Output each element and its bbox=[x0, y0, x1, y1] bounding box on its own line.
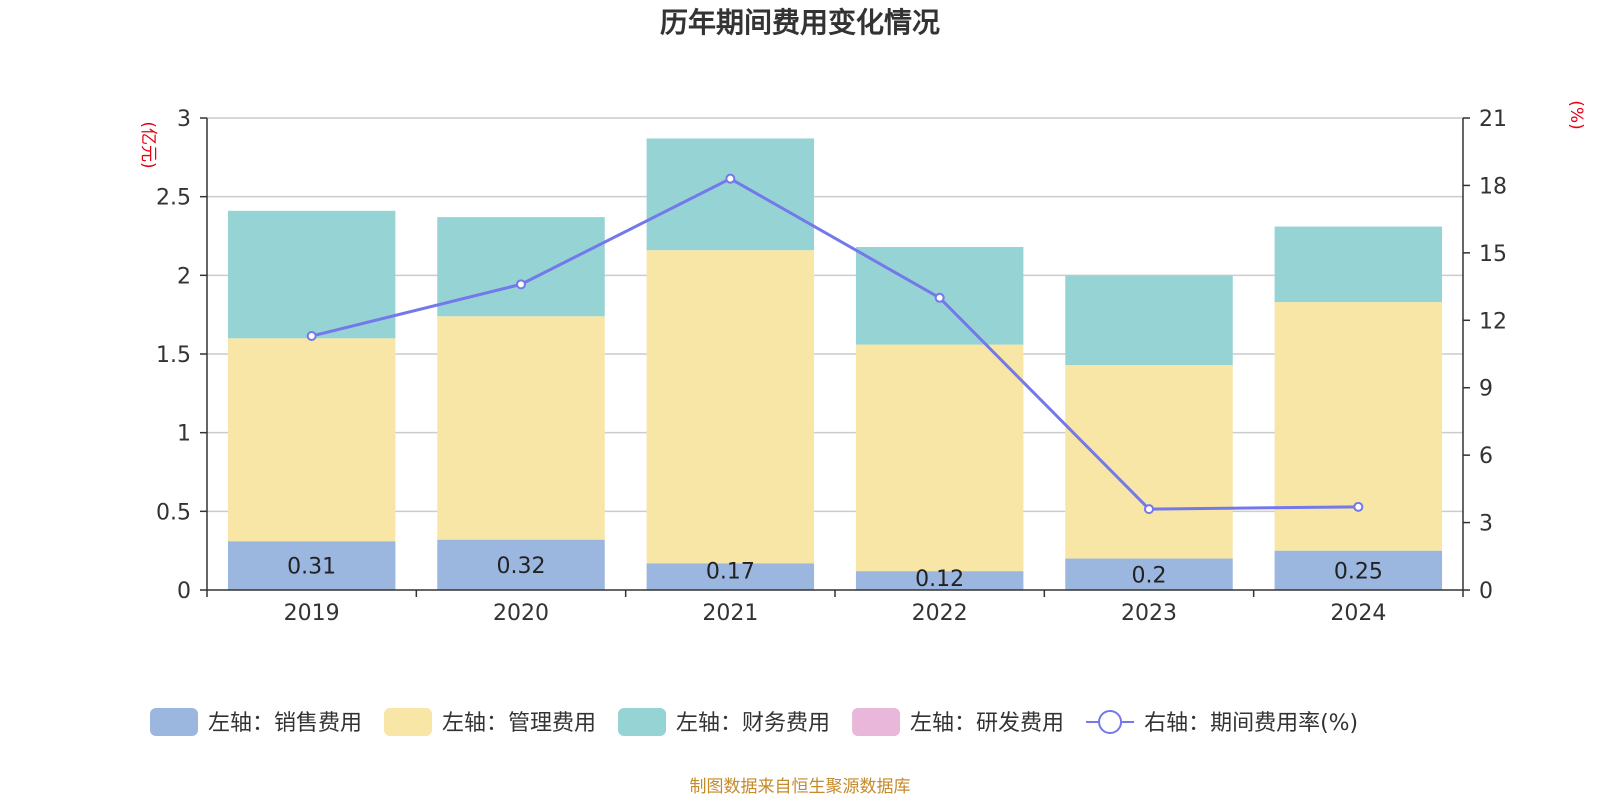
x-axis-tick-label: 2021 bbox=[702, 601, 758, 626]
bar-segment bbox=[646, 250, 815, 564]
legend-label: 左轴：财务费用 bbox=[676, 711, 830, 736]
left-axis-tick-label: 0.5 bbox=[156, 500, 191, 525]
bar-segment bbox=[227, 541, 396, 590]
bar-segment bbox=[1274, 302, 1443, 551]
legend-swatch bbox=[852, 708, 901, 736]
line-point bbox=[1353, 501, 1364, 512]
bar-series bbox=[227, 138, 1443, 590]
legend-label: 左轴：管理费用 bbox=[442, 711, 596, 736]
x-axis-tick-label: 2023 bbox=[1121, 601, 1177, 626]
line-path bbox=[311, 176, 1359, 511]
bar-segment bbox=[1065, 365, 1233, 559]
bar-segment bbox=[437, 217, 605, 317]
left-axis-tick-label: 2.5 bbox=[156, 186, 191, 211]
right-axis-tick-label: 21 bbox=[1479, 107, 1507, 132]
bar-data-label: 0.32 bbox=[497, 554, 546, 579]
bar-segment bbox=[1065, 558, 1233, 590]
bar-segment bbox=[227, 338, 396, 542]
right-axis-unit: (%) bbox=[1566, 100, 1586, 129]
line-series bbox=[306, 173, 1364, 515]
bar-data-label: 0.31 bbox=[287, 555, 336, 580]
right-axis-tick-label: 0 bbox=[1479, 579, 1493, 604]
left-axis-tick-label: 0 bbox=[177, 579, 191, 604]
legend-label: 左轴：销售费用 bbox=[208, 711, 362, 736]
bar-segment bbox=[227, 210, 396, 339]
right-axis-tick-label: 18 bbox=[1479, 174, 1507, 199]
line-point bbox=[516, 279, 526, 290]
bar-segment bbox=[1065, 275, 1233, 366]
line-point bbox=[725, 173, 736, 184]
x-axis-tick-label: 2020 bbox=[493, 601, 549, 626]
right-axis-tick-label: 6 bbox=[1479, 444, 1493, 469]
gridlines bbox=[207, 117, 1463, 513]
source-note: 制图数据来自恒生聚源数据库 bbox=[690, 777, 911, 797]
left-axis-tick-label: 1.5 bbox=[156, 343, 191, 368]
axes: 0 0.5 1 1.5 2 2.5 3 0 3 6 9 12 15 18 21 2019 2020 2021 202… bbox=[156, 107, 1507, 626]
legend-swatch bbox=[618, 708, 667, 736]
legend-swatch bbox=[384, 708, 433, 736]
line-point bbox=[1144, 504, 1154, 515]
legend-label: 左轴：研发费用 bbox=[910, 711, 1064, 736]
left-axis-tick-label: 3 bbox=[177, 107, 191, 132]
x-axis-tick-label: 2019 bbox=[284, 601, 340, 626]
line-point bbox=[306, 331, 317, 342]
bar-segment bbox=[1274, 226, 1443, 303]
left-axis-tick-label: 1 bbox=[177, 422, 191, 447]
right-axis-tick-label: 12 bbox=[1479, 309, 1507, 334]
right-axis-tick-label: 3 bbox=[1479, 512, 1493, 537]
right-axis-tick-label: 15 bbox=[1479, 242, 1507, 267]
bar-segment bbox=[437, 316, 605, 540]
bar-segment bbox=[437, 539, 605, 590]
bar-segment bbox=[1274, 550, 1443, 590]
chart-title: 历年期间费用变化情况 bbox=[660, 6, 940, 39]
legend-label: 右轴：期间费用率(%) bbox=[1144, 711, 1358, 736]
right-axis-tick-label: 9 bbox=[1479, 377, 1493, 402]
bar-segment bbox=[855, 571, 1024, 590]
bar-segment bbox=[646, 563, 815, 590]
left-axis-unit: (亿元) bbox=[138, 121, 158, 168]
left-axis-tick-label: 2 bbox=[177, 264, 191, 289]
x-axis-tick-label: 2022 bbox=[912, 601, 968, 626]
x-axis-tick-label: 2024 bbox=[1330, 601, 1386, 626]
bar-data-label: 0.25 bbox=[1334, 559, 1383, 584]
bar-segment bbox=[855, 344, 1024, 572]
bar-segment bbox=[646, 138, 815, 251]
line-point bbox=[934, 292, 945, 303]
bar-data-label: 0.17 bbox=[706, 559, 755, 584]
bar-data-labels: 0.31 0.32 0.17 0.12 0.2 0.25 bbox=[287, 554, 1383, 592]
bar-data-label: 0.2 bbox=[1132, 563, 1167, 588]
bar-data-label: 0.12 bbox=[915, 567, 964, 592]
legend-marker-swatch bbox=[1098, 710, 1123, 734]
legend: 左轴：销售费用 左轴：管理费用 左轴：财务费用 左轴：研发费用 右轴：期间费用率(%) bbox=[150, 708, 1358, 736]
legend-swatch bbox=[150, 708, 198, 736]
